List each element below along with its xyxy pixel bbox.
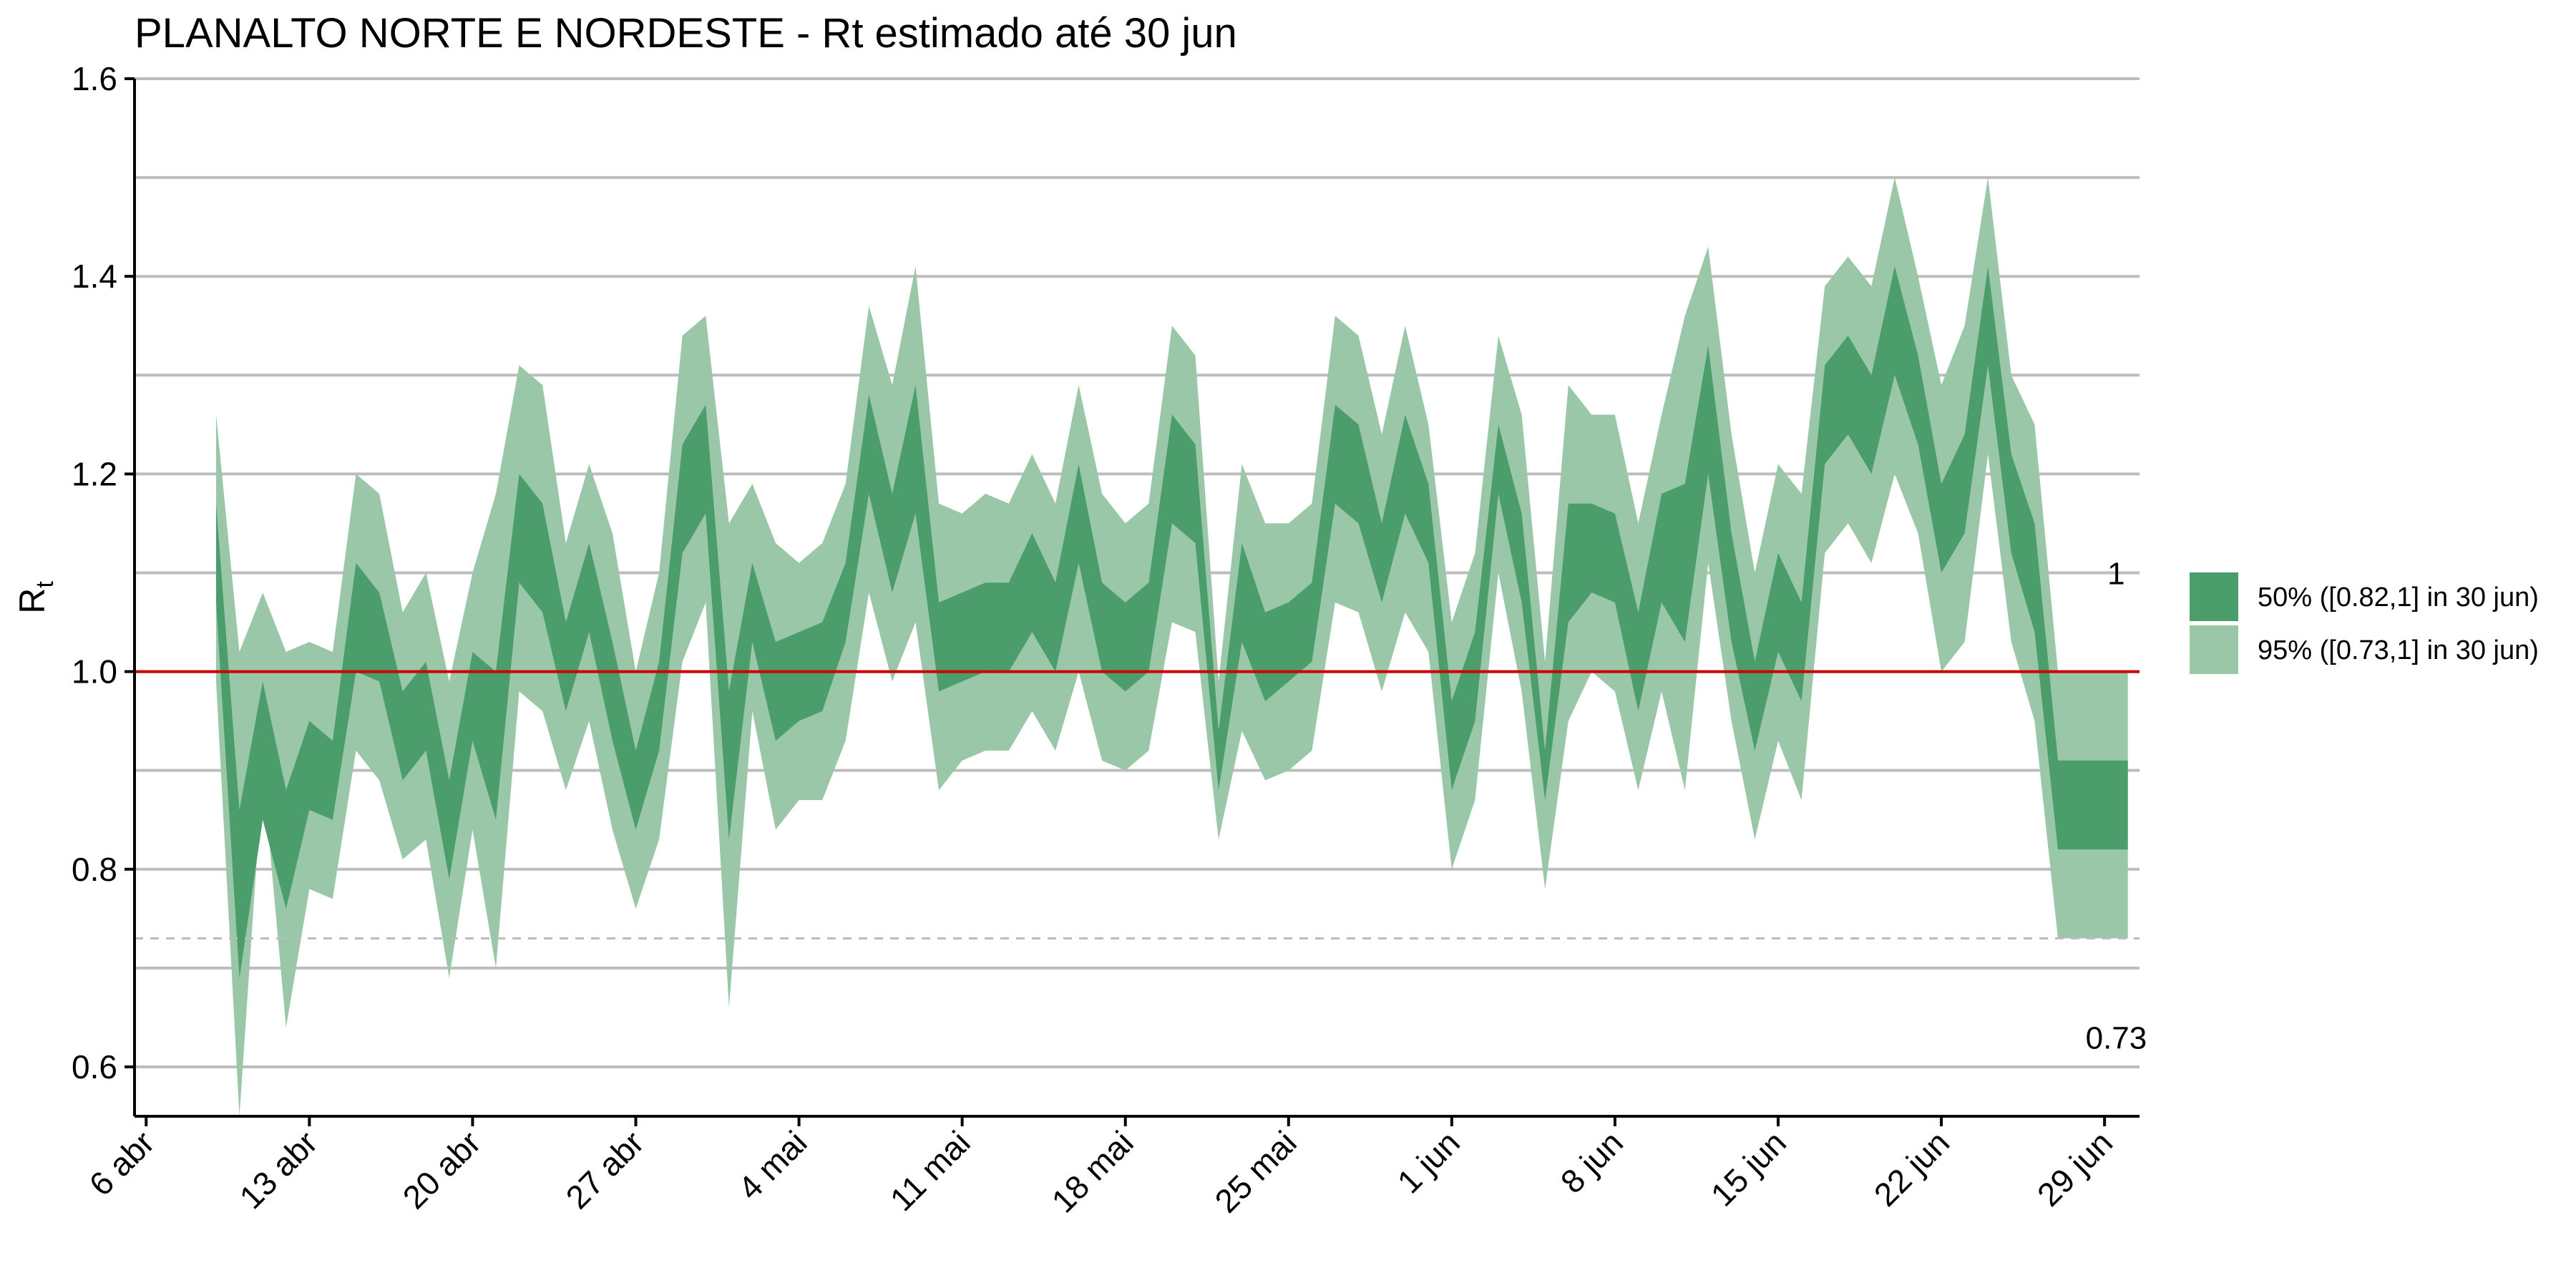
x-tick-label: 13 abr <box>232 1123 324 1216</box>
axes <box>133 79 2140 1118</box>
y-axis-ticks: 0.6 0.8 1.0 1.2 1.4 1.6 <box>72 60 135 1085</box>
x-tick-label: 27 abr <box>559 1123 651 1216</box>
x-tick-label: 25 mai <box>1207 1123 1303 1219</box>
x-tick-label: 29 jun <box>2030 1123 2119 1213</box>
y-tick-label: 1.6 <box>72 60 117 97</box>
legend-label: 50% ([0.82,1] in 30 jun) <box>2258 582 2539 613</box>
band-50 <box>216 266 2128 978</box>
y-tick-label: 1.2 <box>72 455 117 492</box>
x-tick-label: 11 mai <box>883 1123 977 1218</box>
y-tick-label: 0.8 <box>72 851 117 888</box>
annotations: 10.73 <box>2086 556 2147 1055</box>
legend-swatch <box>2190 625 2238 674</box>
y-tick-label: 0.6 <box>72 1048 117 1085</box>
reference-lines <box>135 670 2140 940</box>
x-tick-label: 22 jun <box>1867 1123 1956 1213</box>
x-tick-label: 20 abr <box>395 1123 487 1216</box>
x-tick-label: 1 jun <box>1390 1123 1467 1200</box>
x-tick-label: 8 jun <box>1553 1123 1630 1200</box>
band-95 <box>216 177 2128 1117</box>
credible-bands <box>216 177 2128 1117</box>
y-tick-label: 1.0 <box>72 653 117 691</box>
y-tick-label: 1.4 <box>72 258 117 295</box>
x-axis-ticks: 6 abr 13 abr 20 abr 27 abr 4 mai 11 mai 18 mai… <box>82 1116 2119 1220</box>
x-tick-label: 6 abr <box>82 1123 161 1203</box>
chart-title: PLANALTO NORTE E NORDESTE - Rt estimado … <box>135 10 1237 57</box>
annotation-label: 1 <box>2107 556 2124 591</box>
legend-label: 95% ([0.73,1] in 30 jun) <box>2258 635 2539 665</box>
x-tick-label: 4 mai <box>731 1123 814 1206</box>
legend: 50% ([0.82,1] in 30 jun) 95% ([0.73,1] in… <box>2190 572 2539 674</box>
x-tick-label: 18 mai <box>1044 1123 1140 1219</box>
x-tick-label: 15 jun <box>1704 1123 1793 1213</box>
y-axis-label: Rt <box>12 581 59 614</box>
annotation-label: 0.73 <box>2086 1021 2147 1056</box>
legend-swatch <box>2190 572 2238 621</box>
